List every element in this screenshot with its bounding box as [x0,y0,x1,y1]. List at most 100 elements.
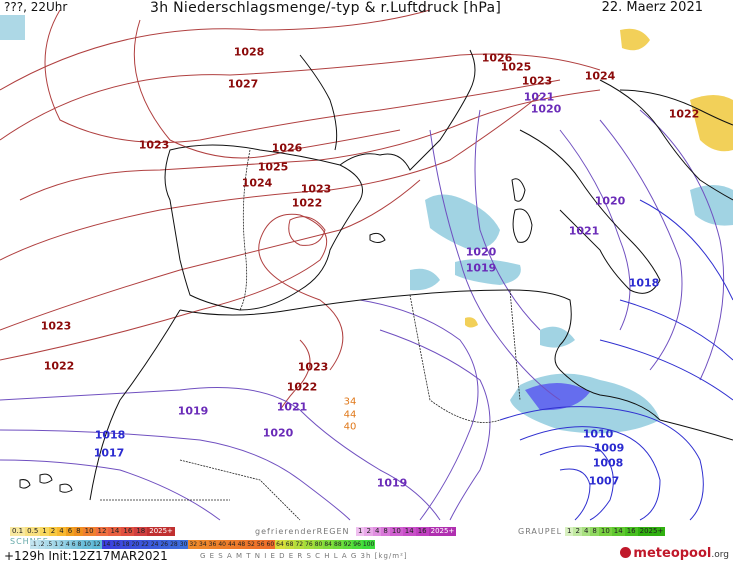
isobar-label: 1019 [376,476,408,490]
isobar-label: 1025 [257,160,289,174]
snow-label: SCHNEE [10,537,49,546]
isobar-label: 1019 [465,261,497,275]
snow-scale-step: 64 [275,540,285,549]
freezing-rain-step: 1 [356,527,365,536]
isobar-label: 1023 [138,138,170,152]
isobar-label: 1022 [286,380,318,394]
rain-scale-step: 1 [40,527,49,536]
isobar-label: 1027 [227,77,259,91]
snow-scale: .1.2.5 1 2 4 6 8 10 12 14 16 18 20 22 24 26 28 30 32 34 36 4… [30,540,376,549]
rain-scale-step: 4 [57,527,66,536]
isobar-label: 1019 [177,404,209,418]
rain-scale-step: 8 [74,527,83,536]
isobar-label: 1007 [588,474,620,488]
graupel-step: 8 [590,527,599,536]
snow-scale-step: 22 [140,540,150,549]
legend: 0.1 0.5 1 2 4 6 8 10 12 14 16 18 2025+ g… [0,526,733,566]
isobar-label: 1021 [523,90,555,104]
model-run-info: +129h Init:12Z17MAR2021 [4,549,168,563]
isobar-label: 1020 [594,194,626,208]
isobar-label: 1023 [40,319,72,333]
isobar-label: 1020 [262,426,294,440]
snow-scale-step: 28 [169,540,179,549]
isobar-label: 1021 [568,224,600,238]
isobars-low [0,109,725,521]
freezing-rain-scale: 1 2 4 8 10 14 16 2025+ [356,527,457,536]
isobar-label: 1009 [593,441,625,455]
isobar-label: 1022 [668,107,700,121]
snow-scale-step: 10 [82,540,92,549]
snow-scale-step: .5 [45,540,54,549]
isobar-label: 1018 [628,276,660,290]
rain-scale-step: 10 [82,527,96,536]
snow-scale-step: 18 [120,540,131,549]
precipitation-areas [0,15,733,434]
page-title: 3h Niederschlagsmenge/-typ & r.Luftdruck… [150,0,502,16]
isobar-label: 1028 [233,45,265,59]
snow-scale-step: 6 [70,540,77,549]
logo-suffix: .org [711,550,729,560]
snow-scale-step: 40 [217,540,227,549]
graupel-step: 1 [565,527,574,536]
borders [100,149,521,521]
snow-scale-step: 8 [76,540,83,549]
graupel-areas [465,28,733,328]
snow-scale-step: 84 [323,540,333,549]
snow-scale-step: 72 [294,540,305,549]
snow-scale-step: 48 [236,540,247,549]
snow-scale-step: 92 [342,540,353,549]
isobar-label: 1023 [521,74,553,88]
rain-scale: 0.1 0.5 1 2 4 6 8 10 12 14 16 18 2025+ [10,527,175,536]
snow-scale-step: 34 [198,540,208,549]
rain-scale-step: 6 [65,527,75,536]
snow-scale-step: 36 [207,540,218,549]
rain-scale-step: 2 [48,527,58,536]
meteopool-logo[interactable]: meteopool.org [620,546,729,561]
isobar-label: 1018 [94,428,126,442]
snow-scale-step: 52 [246,540,256,549]
snow-scale-step: 14 [101,540,112,549]
snow-scale-step: 30 [178,540,189,549]
freezing-rain-step: 2025+ [428,527,457,536]
isobars-deep-low [499,199,733,521]
logo-icon [620,547,632,558]
snow-scale-step: 60 [265,540,276,549]
isobar-label: 1026 [481,51,513,65]
graupel-step: 16 [624,527,638,536]
isobar-label: 1008 [592,456,624,470]
graupel-step: 2025+ [637,527,666,536]
freezing-rain-step: 14 [402,527,416,536]
header-date: 22. Maerz 2021 [601,0,703,15]
snow-scale-step: 96 [352,540,362,549]
isobar-label: 1025 [500,60,532,74]
precip-label: 40 [343,421,357,433]
snow-scale-step: 76 [304,540,314,549]
graupel-step: 2 [573,527,582,536]
freezing-rain-step: 10 [389,527,403,536]
isobar-label: 1023 [297,360,329,374]
graupel-label: GRAUPEL [518,527,563,536]
snow-scale-step: .2 [37,540,46,549]
freezing-rain-label: gefrierenderREGEN [255,527,350,536]
snow-scale-step: 16 [111,540,121,549]
isobar-label: 1026 [271,141,303,155]
snow-scale-step: 80 [313,540,324,549]
snow-scale-step: 88 [333,540,343,549]
snow-scale-step: 44 [226,540,237,549]
snow-scale-step: 32 [188,540,199,549]
rain-scale-step: 14 [108,527,122,536]
snow-scale-step: 12 [91,540,102,549]
snow-scale-step: .1 [30,540,38,549]
isobar-label: 1023 [300,182,332,196]
precip-label: 34 [343,396,357,408]
snow-scale-step: 68 [284,540,295,549]
isobar-label: 1010 [582,427,614,441]
isobar-label: 1022 [291,196,323,210]
snow-scale-step: 1 [53,540,60,549]
graupel-scale: 1 2 4 8 10 14 16 2025+ [565,527,666,536]
isobars-high [0,9,601,411]
logo-text: meteopool [633,546,712,561]
rain-scale-step: 16 [121,527,135,536]
isobar-label: 1017 [93,446,125,460]
isobar-label: 1024 [241,176,273,190]
